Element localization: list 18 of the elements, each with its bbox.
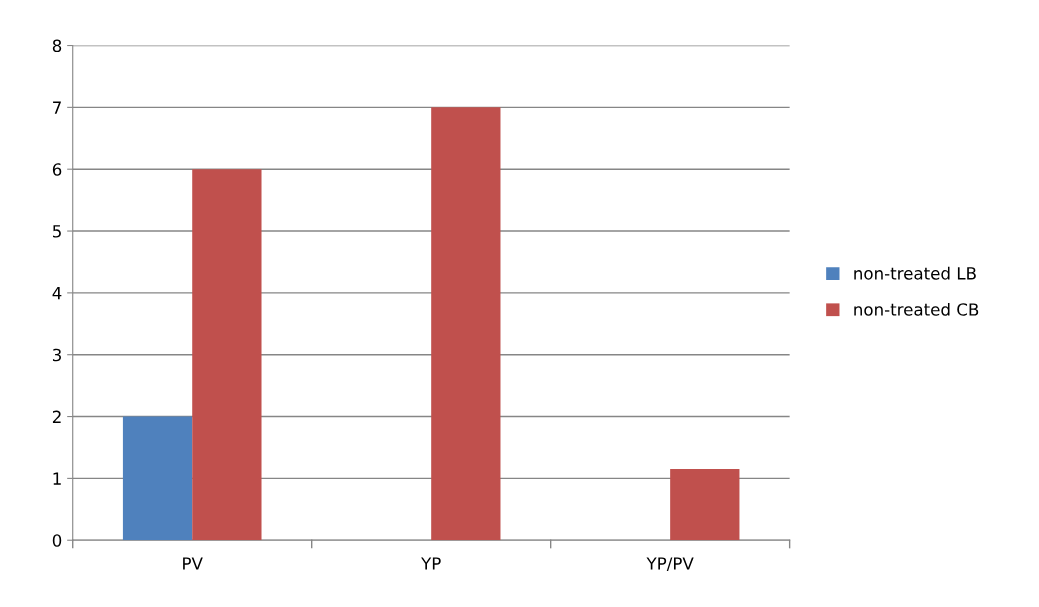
y-tick-label: 2 (52, 410, 61, 423)
y-tick-label: 8 (52, 39, 62, 53)
bar (670, 469, 740, 541)
y-tick-label: 7 (53, 101, 61, 114)
y-tick-label: 6 (52, 163, 62, 176)
bar (431, 107, 501, 541)
y-tick-label: 5 (53, 225, 61, 238)
y-tick-label: 1 (53, 472, 61, 485)
x-tick-label: YP (421, 557, 441, 570)
y-tick-label: 3 (52, 348, 61, 362)
bar (192, 169, 262, 541)
y-tick-label: 0 (52, 534, 62, 547)
legend-label: non-treated LB (854, 266, 976, 280)
bar (122, 416, 193, 541)
x-tick-label: YP/PV (646, 557, 694, 572)
x-tick-label: PV (183, 557, 203, 570)
y-tick-label: 4 (52, 287, 62, 300)
legend-label: non-treated CB (854, 302, 979, 316)
